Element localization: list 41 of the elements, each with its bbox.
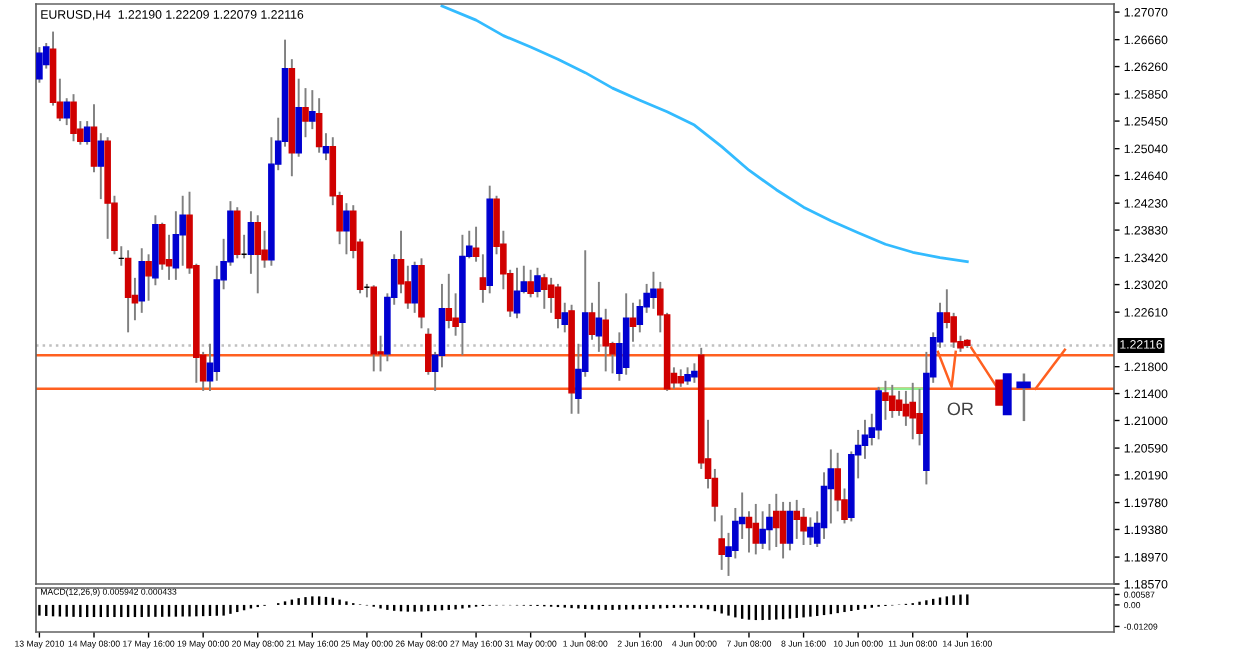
line-series — [440, 4, 969, 264]
candlestick — [315, 97, 323, 154]
candlestick — [718, 514, 725, 571]
candlestick — [786, 500, 794, 552]
candlestick — [343, 202, 350, 256]
candlestick — [247, 210, 255, 275]
candlestick — [888, 383, 896, 419]
candlestick — [295, 77, 302, 158]
candlestick — [70, 93, 77, 143]
candlestick — [554, 282, 562, 330]
candlestick — [445, 272, 453, 330]
candlestick — [302, 87, 309, 139]
candlestick — [916, 387, 923, 447]
candlestick — [909, 381, 917, 441]
candlestick — [807, 516, 814, 546]
candlestick — [759, 510, 766, 550]
candlestick — [411, 260, 418, 314]
candlestick — [541, 272, 548, 310]
candlestick — [752, 502, 760, 556]
candlestick — [772, 492, 780, 548]
candlestick — [36, 46, 43, 84]
annotation: OR — [947, 402, 974, 416]
candlestick — [800, 507, 807, 546]
candlestick — [124, 249, 132, 334]
candlestick — [97, 132, 105, 201]
candlestick — [145, 253, 152, 302]
candlestick — [233, 206, 241, 260]
candlestick — [254, 214, 262, 295]
candlestick — [629, 301, 637, 343]
candlestick — [650, 270, 657, 310]
candlestick — [793, 498, 801, 540]
candlestick — [83, 120, 91, 146]
candlestick — [882, 379, 889, 421]
candlestick — [513, 266, 521, 320]
candlestick — [766, 502, 773, 552]
candlestick — [63, 97, 70, 127]
candlestick — [779, 500, 787, 560]
candlestick — [527, 268, 534, 299]
candlestick — [691, 362, 698, 384]
candlestick — [138, 247, 146, 314]
candlestick — [875, 385, 882, 441]
